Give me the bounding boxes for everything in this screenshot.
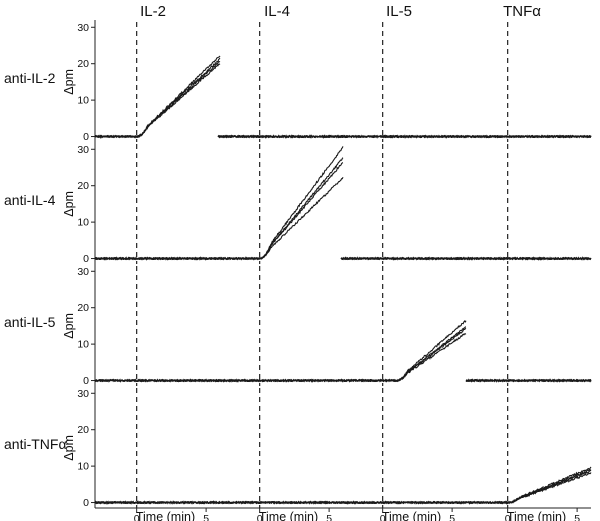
trace-1 xyxy=(94,60,221,139)
panel-5 xyxy=(217,144,344,264)
panel-3 xyxy=(465,22,592,142)
trace-3 xyxy=(465,466,592,505)
row-label-3: anti-TNFα xyxy=(4,436,67,452)
x-tick-label: 5 xyxy=(203,513,209,521)
y-tick-label: 0 xyxy=(83,131,89,143)
panel-14: 0 5 Time (min) xyxy=(340,388,467,521)
x-tick-label: 0 xyxy=(134,513,140,521)
trace-3 xyxy=(217,500,344,505)
y-tick-label: 30 xyxy=(77,388,89,400)
trace-1 xyxy=(217,162,344,261)
y-tick-label: 10 xyxy=(77,461,89,473)
y-tick-label: 10 xyxy=(77,95,89,107)
y-tick-label: 20 xyxy=(77,58,89,70)
panel-6 xyxy=(340,144,467,264)
trace-3 xyxy=(465,256,592,261)
y-tick-label: 30 xyxy=(77,266,89,278)
trace-3 xyxy=(340,256,467,261)
y-axis-title: Δpm xyxy=(62,313,76,339)
trace-3 xyxy=(341,500,467,505)
row-label-1: anti-IL-4 xyxy=(4,192,56,208)
panel-13: 0 5 Time (min) xyxy=(217,388,344,521)
y-tick-label: 0 xyxy=(83,497,89,509)
row-label-0: anti-IL-2 xyxy=(4,70,56,86)
panel-12: 0 10 20 30 Δpm 0 5 Time (min) xyxy=(62,386,221,521)
panel-4: 0 10 20 30 Δpm xyxy=(62,142,221,265)
y-tick-label: 30 xyxy=(77,144,89,156)
panel-1 xyxy=(217,22,344,142)
x-tick-label: 0 xyxy=(380,513,386,521)
panel-15: 0 5 Time (min) xyxy=(465,388,592,521)
panel-7 xyxy=(465,144,592,264)
y-tick-label: 30 xyxy=(77,22,89,34)
y-tick-label: 20 xyxy=(77,180,89,192)
x-axis-title: Time (min) xyxy=(507,510,566,521)
y-axis-title: Δpm xyxy=(62,191,76,217)
column-title-1: IL-4 xyxy=(264,3,290,20)
trace-3 xyxy=(340,134,467,139)
y-tick-label: 20 xyxy=(77,424,89,436)
x-tick-label: 5 xyxy=(326,513,332,521)
panel-2 xyxy=(340,22,467,142)
x-axis-title: Time (min) xyxy=(382,510,441,521)
x-axis-title: Time (min) xyxy=(259,510,318,521)
panel-8: 0 10 20 30 Δpm xyxy=(62,264,221,387)
trace-3 xyxy=(465,378,592,383)
y-tick-label: 10 xyxy=(77,217,89,229)
column-title-0: IL-2 xyxy=(140,3,166,20)
row-label-2: anti-IL-5 xyxy=(4,314,56,330)
panel-11 xyxy=(465,266,592,386)
x-tick-label: 0 xyxy=(505,513,511,521)
panel-10 xyxy=(340,266,467,386)
y-axis-title: Δpm xyxy=(62,435,76,461)
trace-3 xyxy=(94,55,221,139)
column-title-3: TNFα xyxy=(503,3,541,20)
panel-9 xyxy=(217,266,344,386)
y-axis-title: Δpm xyxy=(62,69,76,95)
column-title-2: IL-5 xyxy=(386,3,412,20)
trace-2 xyxy=(94,57,221,139)
trace-3 xyxy=(465,134,592,139)
y-tick-label: 20 xyxy=(77,302,89,314)
trace-3 xyxy=(217,146,344,261)
trace-3 xyxy=(217,378,344,383)
y-tick-label: 0 xyxy=(83,375,89,387)
panel-0: 0 10 20 30 Δpm xyxy=(62,20,221,143)
trace-3 xyxy=(94,500,221,505)
trace-3 xyxy=(340,320,467,383)
x-tick-label: 5 xyxy=(574,513,580,521)
x-tick-label: 5 xyxy=(449,513,455,521)
trace-3 xyxy=(217,134,343,139)
trace-0 xyxy=(217,176,344,261)
y-tick-label: 0 xyxy=(83,253,89,265)
trace-2 xyxy=(217,157,344,261)
trace-2 xyxy=(340,326,467,383)
x-axis-title: Time (min) xyxy=(136,510,195,521)
trace-3 xyxy=(94,256,221,261)
trace-3 xyxy=(94,378,221,383)
x-tick-label: 0 xyxy=(257,513,263,521)
trace-0 xyxy=(94,63,221,139)
y-tick-label: 10 xyxy=(77,339,89,351)
